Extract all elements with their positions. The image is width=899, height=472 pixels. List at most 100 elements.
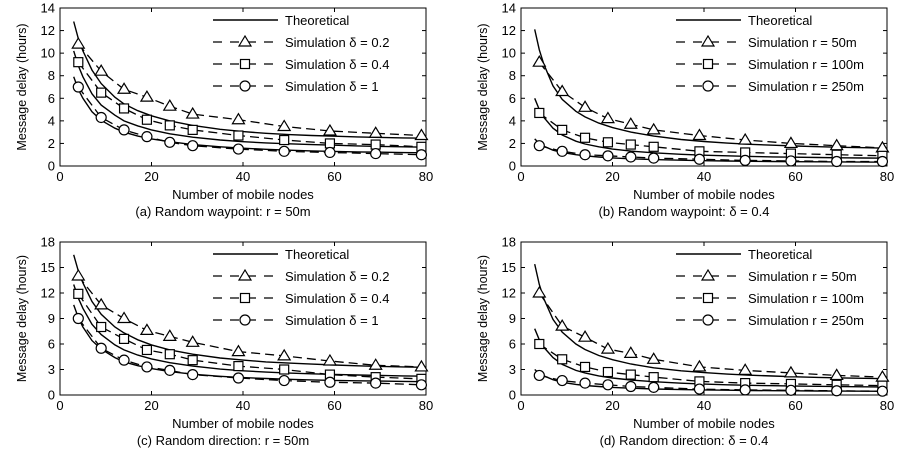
data-point-square: [534, 338, 545, 350]
x-tick-label: 0: [56, 398, 63, 413]
data-point-triangle: [600, 341, 615, 354]
y-tick-label: 15: [41, 260, 55, 275]
data-point-square: [602, 366, 614, 378]
y-tick-label: 12: [41, 23, 55, 38]
x-tick-label: 60: [788, 398, 802, 413]
data-point-triangle: [185, 335, 200, 347]
data-point-circle: [118, 124, 130, 136]
data-point-circle: [72, 81, 84, 93]
data-point-square: [164, 349, 175, 360]
legend-label: Simulation δ = 0.4: [285, 57, 389, 72]
data-point-triangle: [71, 268, 86, 281]
data-point-circle: [785, 384, 797, 396]
y-axis-label: Message delay (hours): [15, 255, 29, 382]
data-point-triangle: [646, 122, 661, 135]
data-point-triangle: [783, 136, 798, 149]
x-tick-label: 0: [517, 169, 524, 184]
subplot-caption: (b) Random waypoint: δ = 0.4: [599, 204, 770, 219]
data-point-circle: [831, 155, 843, 168]
legend-label: Theoretical: [748, 247, 812, 262]
y-axis-label: Message delay (hours): [15, 23, 29, 150]
data-point-triangle: [829, 368, 844, 381]
legend-label: Simulation r = 100m: [748, 57, 864, 72]
data-point-circle: [579, 149, 591, 161]
data-point-triangle: [231, 344, 246, 357]
simulation-curve: [538, 292, 883, 378]
data-point-triangle: [414, 128, 429, 141]
data-point-circle: [602, 379, 614, 391]
data-point-triangle: [71, 36, 86, 49]
legend-marker-circle: [702, 80, 714, 92]
data-point-circle: [625, 380, 637, 393]
legend-marker-square: [702, 58, 714, 70]
data-point-circle: [95, 111, 107, 124]
data-point-circle: [533, 140, 545, 152]
y-tick-label: 15: [502, 260, 516, 275]
data-point-triangle: [783, 365, 798, 378]
data-point-triangle: [231, 112, 246, 125]
y-tick-label: 9: [509, 311, 516, 326]
x-tick-label: 20: [605, 398, 619, 413]
data-point-circle: [739, 154, 751, 166]
data-point-circle: [876, 155, 889, 168]
y-tick-label: 14: [41, 1, 55, 16]
data-point-square: [233, 361, 244, 372]
data-point-circle: [72, 312, 84, 325]
subplot-a: 0 20 40 60 80 0 2 4 6 8 10 12 14 Number of mobile nod…: [15, 1, 433, 220]
simulation-curve: [77, 61, 422, 148]
data-point-circle: [602, 150, 614, 162]
data-point-triangle: [692, 359, 707, 372]
data-point-circle: [187, 140, 199, 152]
theoretical-curve: [73, 50, 427, 148]
y-tick-label: 0: [48, 159, 55, 174]
legend-label: Simulation r = 250m: [748, 313, 864, 328]
data-point-square: [233, 130, 244, 141]
data-point-square: [579, 132, 591, 143]
data-point-triangle: [277, 119, 292, 132]
y-tick-label: 18: [502, 235, 516, 250]
data-point-triangle: [94, 64, 109, 76]
x-tick-label: 60: [788, 169, 802, 184]
data-point-triangle: [623, 346, 638, 358]
x-axis-label: Number of mobile nodes: [633, 187, 775, 202]
data-point-triangle: [532, 55, 547, 67]
legend-label: Simulation r = 50m: [748, 35, 857, 50]
y-tick-label: 4: [48, 113, 55, 128]
data-point-triangle: [139, 89, 154, 102]
legend-marker-square: [239, 292, 251, 304]
subplot-caption: (a) Random waypoint: r = 50m: [135, 204, 310, 219]
subplot-caption: (c) Random direction: r = 50m: [137, 433, 309, 448]
theoretical-curve: [73, 284, 427, 377]
legend-label: Simulation r = 100m: [748, 291, 864, 306]
data-point-circle: [556, 374, 568, 387]
data-point-triangle: [322, 123, 337, 136]
data-point-triangle: [94, 297, 109, 310]
data-point-triangle: [116, 82, 132, 94]
data-point-triangle: [185, 106, 200, 119]
data-point-circle: [278, 145, 290, 157]
y-tick-label: 12: [502, 23, 516, 38]
data-point-square: [96, 87, 107, 98]
data-point-circle: [370, 147, 382, 160]
data-point-square: [625, 369, 636, 380]
data-point-triangle: [555, 84, 570, 97]
data-point-triangle: [623, 117, 638, 129]
data-point-square: [73, 288, 84, 299]
y-tick-label: 4: [509, 113, 516, 128]
x-tick-label: 80: [880, 169, 894, 184]
y-tick-label: 9: [48, 311, 55, 326]
data-point-triangle: [414, 359, 429, 372]
y-tick-label: 14: [502, 1, 516, 16]
data-point-triangle: [646, 352, 661, 364]
x-axis-label: Number of mobile nodes: [172, 416, 314, 431]
legend-label: Simulation δ = 0.4: [285, 291, 389, 306]
data-point-circle: [693, 153, 706, 165]
legend-marker-circle: [239, 80, 251, 92]
data-point-circle: [278, 374, 290, 387]
data-point-square: [557, 124, 568, 135]
legend-marker-square: [239, 58, 251, 70]
data-point-square: [187, 355, 198, 366]
data-point-circle: [164, 364, 176, 376]
data-point-square: [602, 137, 614, 148]
